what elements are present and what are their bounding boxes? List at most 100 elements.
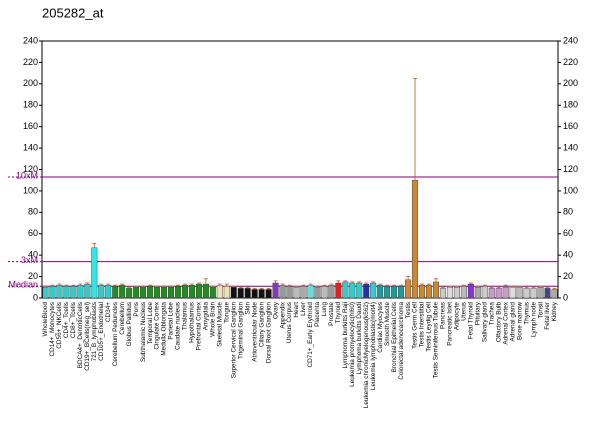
bar [56,284,63,299]
bar [488,288,495,299]
y-tick-label: 20 [28,271,38,281]
x-tick-label: Skeletal Muscle [216,302,223,347]
x-tick-label: Thalamus [182,302,189,330]
y-tick-label: 40 [28,250,38,260]
x-tick-label: CD8+_Tcells [70,302,77,338]
y-tick-label: 180 [23,100,38,110]
bar [314,287,321,299]
bar [363,283,370,299]
x-tick-label: CD105+_Endothelial [98,302,105,361]
x-tick-label: Superior Cervical Ganglion [230,302,237,379]
bar [293,287,300,299]
bar [195,283,202,299]
bar [133,287,140,299]
x-tick-label: Salivary gland [481,302,488,343]
bar [147,286,154,299]
x-tick-label: Adrenal Cortex [502,301,509,344]
x-tick-label: Adipocyte [454,302,461,331]
y2-tick-label: 60 [563,228,573,238]
y-tick-label: 60 [28,228,38,238]
bar [223,286,230,299]
x-tick-label: Prostate [328,302,335,326]
bar [251,289,258,299]
x-tick-label: Globus Pallidus [126,302,133,346]
bar [202,283,209,299]
x-tick-label: Leukemia lymphoblastic(molt4) [370,302,377,390]
x-tick-label: Liver [300,301,307,316]
x-tick-label: Uterus Corpus [286,302,293,343]
bar [98,284,105,299]
y2-tick-label: 200 [563,78,578,88]
x-tick-label: CD19+_BCells(neg_sel) [84,302,91,371]
bar [70,286,77,299]
bar [77,284,84,299]
x-tick-label: Lymphoma burkitts Daudi [356,302,363,374]
reference-label: 3xM [21,255,38,265]
bar [516,287,523,299]
x-tick-label: Placenta [314,302,321,327]
y2-tick-label: 220 [563,57,578,67]
x-tick-label: Bone marrow [516,302,523,340]
bar [258,289,265,299]
bar [328,284,335,299]
bar [398,286,405,299]
bar [502,287,509,299]
bar [460,286,467,299]
bar [105,284,112,299]
bar [174,286,181,299]
bar [286,286,293,299]
x-tick-label: Uterus [461,302,468,321]
bar [530,288,537,299]
y2-tick-label: 120 [563,164,578,174]
x-tick-label: CD71+_Early Erythroid [307,302,314,368]
x-tick-label: Pancreas [440,302,447,329]
x-tick-label: Caudate nucleus [175,302,182,350]
y-tick-label: 200 [23,78,38,88]
bar [161,287,168,299]
x-tick-label: Smooth Muscle [384,302,391,346]
chart-title: 205282_at [42,5,104,20]
x-tick-label: BDCA4+_DentriticCells [77,302,84,368]
bar [168,287,174,299]
bar [495,288,502,299]
x-tick-label: Trigeminal Ganglion [237,302,244,359]
y-tick-label: 240 [23,35,38,45]
bar [474,287,481,299]
x-tick-label: Tonsil [537,302,544,318]
bar [523,288,530,299]
bar [481,286,488,299]
bar [432,281,439,299]
bar [537,287,544,299]
bar [405,279,412,299]
bar [91,247,98,299]
x-tick-label: Testis Seminiferous Tubule [433,302,440,379]
bar [188,284,195,299]
bar [307,284,314,299]
bar [419,284,426,299]
bar [272,282,279,299]
y-tick-label: 100 [23,185,38,195]
x-tick-label: Skin [244,302,251,315]
y-tick-label: 140 [23,142,38,152]
bar [209,287,216,299]
x-tick-label: Cerebellum Peduncles [112,302,119,366]
x-tick-label: Lymph node [530,302,537,337]
bar [391,286,398,299]
y2-tick-label: 140 [563,142,578,152]
x-tick-label: Trachea [488,302,495,326]
bar [426,284,432,299]
x-tick-label: Olfactory Bulb [495,302,502,343]
reference-label: 10xM [16,170,38,180]
bar [335,282,342,299]
bar [412,180,419,299]
x-tick-label: Pons [133,302,140,317]
bar [42,287,49,299]
y-tick-label: 160 [23,121,38,131]
bar [63,286,70,299]
reference-label: Median [8,280,38,290]
x-tick-label: Thymus [523,302,530,325]
y-tick-label: 220 [23,57,38,67]
bar [544,288,551,299]
x-tick-label: Kidney [551,301,558,321]
bar [509,287,516,299]
